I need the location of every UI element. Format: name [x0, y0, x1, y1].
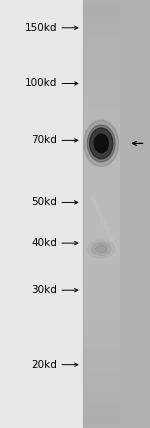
Text: 70kd: 70kd: [31, 135, 57, 146]
Ellipse shape: [90, 128, 113, 159]
Text: 50kd: 50kd: [31, 197, 57, 208]
Text: 150kd: 150kd: [24, 23, 57, 33]
Ellipse shape: [87, 125, 115, 162]
Ellipse shape: [92, 243, 111, 256]
Text: 100kd: 100kd: [25, 78, 57, 89]
Text: 30kd: 30kd: [31, 285, 57, 295]
Text: 40kd: 40kd: [31, 238, 57, 248]
Ellipse shape: [88, 240, 115, 258]
Ellipse shape: [95, 245, 107, 253]
Ellipse shape: [84, 120, 119, 166]
Text: 20kd: 20kd: [31, 360, 57, 370]
Ellipse shape: [94, 134, 108, 153]
Text: www.ptglab.com: www.ptglab.com: [88, 195, 118, 250]
Bar: [83, 0, 150, 428]
